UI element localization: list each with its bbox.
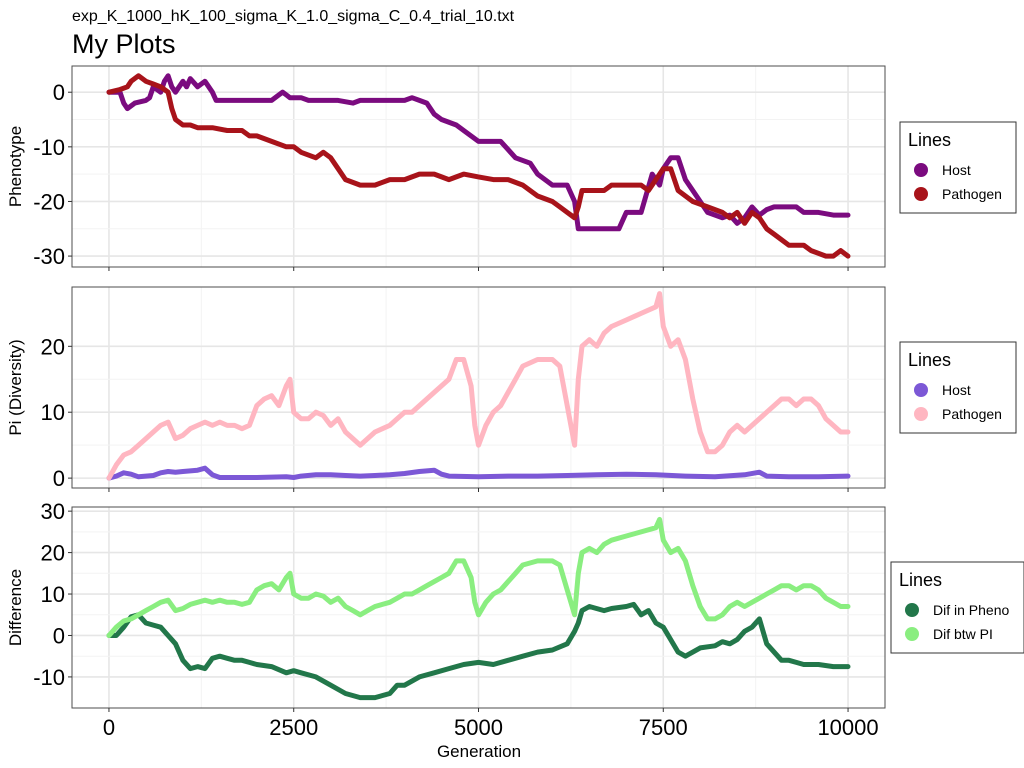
legend-title: Lines <box>899 570 942 590</box>
legend: Lines Host Pathogen <box>899 341 1017 434</box>
series-line-pathogen <box>106 291 851 481</box>
x-tick-label: 0 <box>103 715 115 740</box>
panel-2: 0 10 20 Pi (Diversity) Lines Host Pathogen <box>6 286 1017 492</box>
legend-title: Lines <box>908 130 951 150</box>
x-tick-label: 7500 <box>639 715 688 740</box>
legend-label: Host <box>942 382 971 398</box>
legend-key <box>914 407 928 421</box>
y-axis-label: Phenotype <box>6 126 25 207</box>
plot-subtitle: exp_K_1000_hK_100_sigma_K_1.0_sigma_C_0.… <box>72 8 515 25</box>
y-tick-label: 0 <box>53 466 65 491</box>
y-tick-label: 0 <box>53 623 65 648</box>
panel-1: 0 -10 -20 -30 Phenotype Lines Host Pathogen <box>6 65 1017 271</box>
gridlines <box>72 287 885 488</box>
x-tick-label: 10000 <box>817 715 878 740</box>
y-tick-label: 30 <box>41 499 65 524</box>
legend-key <box>914 163 928 177</box>
legend-label: Pathogen <box>942 406 1002 422</box>
legend-title: Lines <box>908 350 951 370</box>
y-tick-label: 0 <box>53 80 65 105</box>
legend-key <box>914 187 928 201</box>
series-line-host <box>106 73 851 232</box>
gridlines <box>72 66 885 267</box>
y-tick-label: 20 <box>41 541 65 566</box>
x-axis-label: Generation <box>437 742 521 761</box>
x-tick-label: 2500 <box>269 715 318 740</box>
legend-label: Dif btw PI <box>933 626 993 642</box>
y-tick-label: -10 <box>33 135 65 160</box>
gridlines <box>72 507 885 708</box>
y-tick-label: 20 <box>41 334 65 359</box>
legend: Lines Host Pathogen <box>899 121 1017 214</box>
y-tick-label: 10 <box>41 400 65 425</box>
y-tick-label: 10 <box>41 582 65 607</box>
legend-label: Pathogen <box>942 186 1002 202</box>
series-line-dif-in-pheno <box>106 601 851 701</box>
series-line-pathogen <box>106 73 851 259</box>
legend-key <box>914 383 928 397</box>
y-tick-label: -20 <box>33 189 65 214</box>
legend-label: Host <box>942 162 971 178</box>
legend: Lines Dif in Pheno Dif btw PI <box>890 561 1024 654</box>
series-line-host <box>106 465 851 481</box>
plot-title: My Plots <box>72 29 176 59</box>
y-tick-label: -10 <box>33 665 65 690</box>
legend-key <box>905 603 919 617</box>
legend-label: Dif in Pheno <box>933 602 1009 618</box>
series-line-dif-btw-pi <box>106 516 851 638</box>
y-axis-label: Difference <box>6 569 25 646</box>
x-tick-label: 5000 <box>454 715 503 740</box>
y-tick-label: -30 <box>33 244 65 269</box>
y-axis-label: Pi (Diversity) <box>6 339 25 435</box>
panel-3: 30 20 10 0 -10 Difference 0 2500 5000 7500 10000 Li… <box>6 499 1024 740</box>
legend-key <box>905 627 919 641</box>
